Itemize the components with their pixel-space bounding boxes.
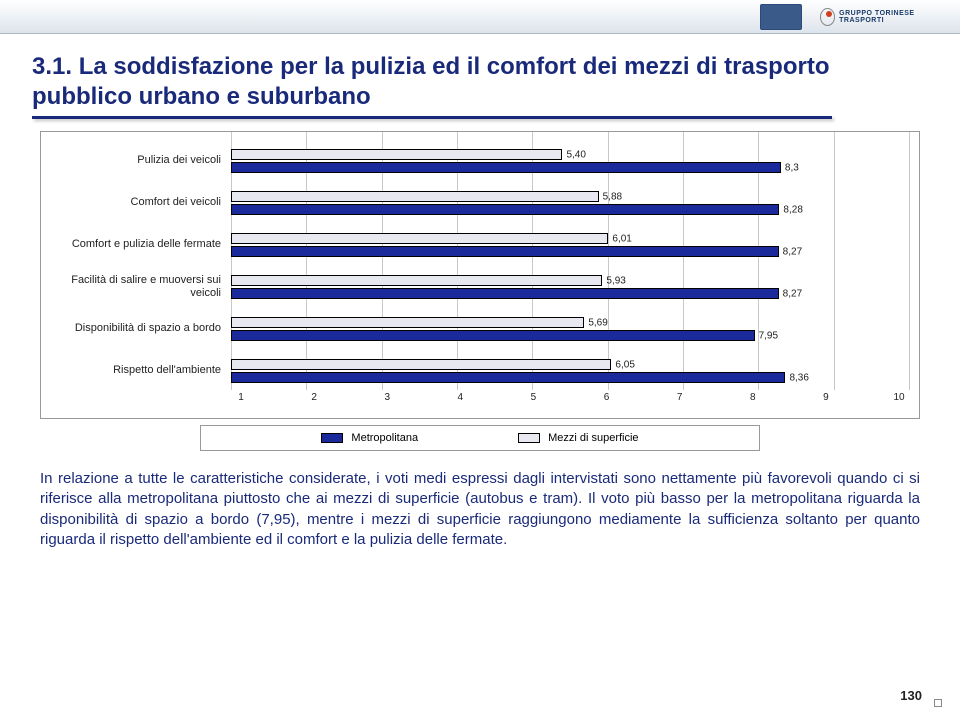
gridline	[909, 132, 910, 390]
chart-rows: Pulizia dei veicoli 5,40 8,3 Comfort dei ve…	[51, 140, 909, 392]
category-label: Rispetto dell'ambiente	[51, 364, 231, 377]
footer-decor	[934, 699, 942, 707]
bar-value-label: 6,05	[615, 359, 634, 370]
bar-superficie	[231, 275, 602, 286]
x-axis: 12345678910	[241, 392, 899, 410]
x-axis-tick: 3	[384, 392, 390, 403]
x-axis-tick: 8	[750, 392, 756, 403]
slide-title-block: 3.1. La soddisfazione per la pulizia ed …	[32, 52, 832, 119]
title-underline	[32, 116, 832, 119]
bar-metropolitana	[231, 204, 779, 215]
chart-row: Facilità di salire e muoversi sui veicol…	[51, 266, 909, 308]
category-label: Pulizia dei veicoli	[51, 154, 231, 167]
chart-legend: Metropolitana Mezzi di superficie	[200, 425, 760, 451]
legend-item-met: Metropolitana	[321, 432, 418, 444]
bars-cell: 6,01 8,27	[231, 224, 909, 266]
bar-value-label: 7,95	[759, 330, 778, 341]
gtt-logo-text: GRUPPO TORINESE TRASPORTI	[839, 10, 940, 24]
bar-superficie	[231, 149, 562, 160]
bar-value-label: 5,93	[606, 275, 625, 286]
body-paragraph: In relazione a tutte le caratteristiche …	[40, 469, 920, 550]
legend-swatch-met	[321, 433, 343, 443]
category-label: Comfort e pulizia delle fermate	[51, 238, 231, 251]
bar-value-label: 5,69	[588, 317, 607, 328]
legend-item-surf: Mezzi di superficie	[518, 432, 638, 444]
bars-cell: 6,05 8,36	[231, 350, 909, 392]
bars-cell: 5,69 7,95	[231, 308, 909, 350]
chart-plot-area: Pulizia dei veicoli 5,40 8,3 Comfort dei ve…	[40, 131, 920, 419]
x-axis-tick: 6	[604, 392, 610, 403]
bar-value-label: 5,88	[603, 191, 622, 202]
bar-value-label: 8,28	[783, 204, 802, 215]
x-axis-tick: 1	[238, 392, 244, 403]
chart-row: Rispetto dell'ambiente 6,05 8,36	[51, 350, 909, 392]
category-label: Comfort dei veicoli	[51, 196, 231, 209]
x-axis-tick: 7	[677, 392, 683, 403]
bar-metropolitana	[231, 288, 779, 299]
bar-value-label: 8,27	[783, 288, 802, 299]
bar-metropolitana	[231, 246, 779, 257]
x-axis-tick: 4	[458, 392, 464, 403]
bar-superficie	[231, 317, 584, 328]
chart-container: Pulizia dei veicoli 5,40 8,3 Comfort dei ve…	[40, 131, 920, 451]
bar-value-label: 8,36	[789, 372, 808, 383]
bar-metropolitana	[231, 372, 785, 383]
bars-cell: 5,40 8,3	[231, 140, 909, 182]
category-label: Facilità di salire e muoversi sui veicol…	[51, 274, 231, 300]
x-axis-tick: 2	[311, 392, 317, 403]
gtt-logo-icon	[820, 8, 835, 26]
x-axis-tick: 9	[823, 392, 829, 403]
x-axis-tick: 5	[531, 392, 537, 403]
bars-cell: 5,88 8,28	[231, 182, 909, 224]
bar-value-label: 8,27	[783, 246, 802, 257]
gtt-logo: GRUPPO TORINESE TRASPORTI	[820, 7, 940, 27]
legend-label-met: Metropolitana	[351, 432, 418, 444]
chart-row: Comfort dei veicoli 5,88 8,28	[51, 182, 909, 224]
x-axis-tick: 10	[893, 392, 904, 403]
bar-superficie	[231, 191, 599, 202]
agency-logo	[760, 4, 802, 30]
chart-row: Disponibilità di spazio a bordo 5,69 7,95	[51, 308, 909, 350]
bar-superficie	[231, 359, 611, 370]
legend-swatch-surf	[518, 433, 540, 443]
bar-metropolitana	[231, 330, 755, 341]
legend-label-surf: Mezzi di superficie	[548, 432, 638, 444]
bars-cell: 5,93 8,27	[231, 266, 909, 308]
bar-metropolitana	[231, 162, 781, 173]
bar-superficie	[231, 233, 608, 244]
header-bar: GRUPPO TORINESE TRASPORTI	[0, 0, 960, 34]
bar-value-label: 8,3	[785, 162, 799, 173]
bar-value-label: 6,01	[612, 233, 631, 244]
page-number: 130	[900, 688, 922, 703]
bar-value-label: 5,40	[566, 149, 585, 160]
chart-row: Pulizia dei veicoli 5,40 8,3	[51, 140, 909, 182]
category-label: Disponibilità di spazio a bordo	[51, 322, 231, 335]
slide-title: 3.1. La soddisfazione per la pulizia ed …	[32, 52, 832, 112]
chart-row: Comfort e pulizia delle fermate 6,01 8,27	[51, 224, 909, 266]
